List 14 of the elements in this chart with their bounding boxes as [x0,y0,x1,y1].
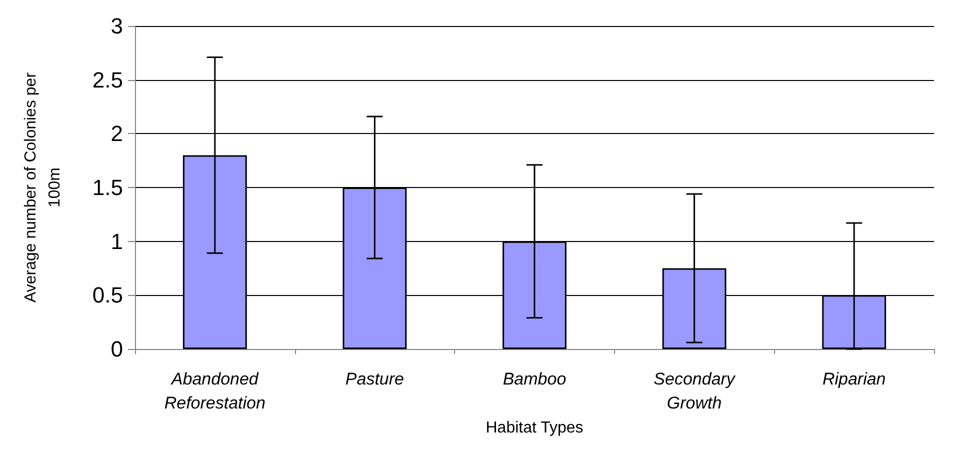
y-tick-label: 3 [110,14,123,38]
x-tick-label: Abandoned Reforestation [164,370,266,412]
y-axis-title: Average number of Colonies per 100m [22,72,64,303]
y-tick-label: 2 [110,121,123,146]
x-tick-label: Pasture [345,370,404,388]
x-tick-label: Secondary Growth [654,370,736,412]
y-tick-label: 2.5 [92,67,123,92]
x-tick-label: Riparian [822,370,886,388]
y-tick-label: 1 [110,228,123,254]
x-tick-label: Bamboo [502,370,566,388]
y-tick-label: 0.5 [92,282,123,308]
x-axis-title: Habitat Types [486,419,584,436]
y-tick-label: 1.5 [92,175,123,200]
y-tick-label: 0 [110,336,123,362]
